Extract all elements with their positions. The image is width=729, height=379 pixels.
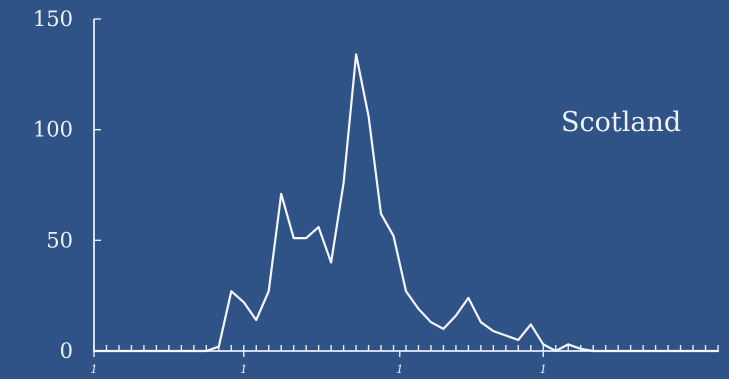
series-layer [92, 53, 720, 353]
y-tick-label: 0 [60, 339, 73, 363]
y-tick-label: 150 [33, 7, 73, 31]
x-axis: 1 1 1 1 [91, 345, 719, 376]
x-tick-label: 1 [91, 363, 98, 376]
y-tick-label: 100 [33, 118, 73, 142]
series-line-0 [92, 53, 720, 353]
y-tick-label: 50 [46, 228, 73, 252]
chart-annotation-label: Scotland [561, 107, 681, 138]
x-tick-label: 1 [240, 363, 247, 376]
x-tick-label: 1 [396, 363, 403, 376]
y-axis: 0 50 100 150 [33, 7, 101, 363]
x-tick-label: 1 [540, 363, 547, 376]
